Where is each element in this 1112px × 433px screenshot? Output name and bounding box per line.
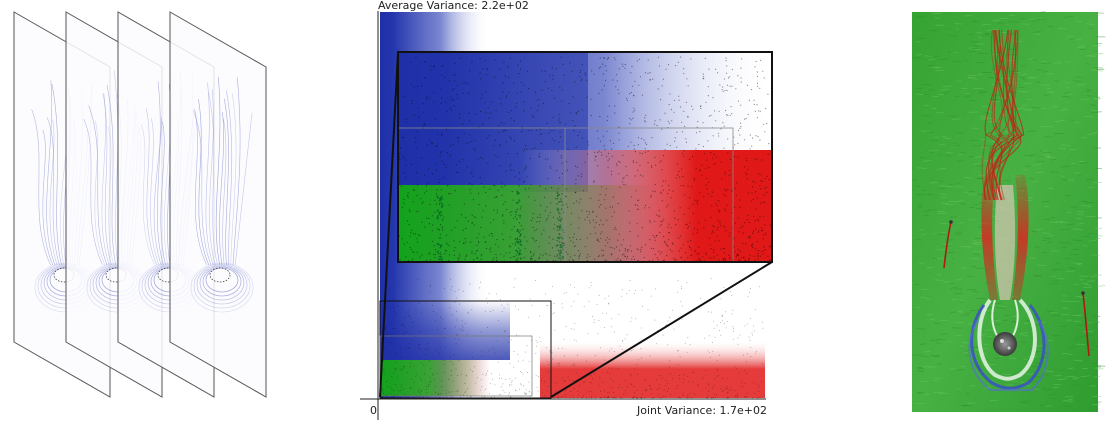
inner-selection-box bbox=[379, 335, 533, 397]
sphere-obstacle bbox=[993, 332, 1017, 356]
particle-trace-right bbox=[1082, 292, 1090, 357]
slice-stack bbox=[13, 11, 267, 398]
variance-scatter-plot: Average Variance: 2.2e+02 Joint Variance… bbox=[360, 0, 773, 420]
flow-field-visualization bbox=[912, 11, 1106, 412]
green-region bbox=[380, 360, 490, 396]
slice-4 bbox=[169, 11, 267, 398]
origin-label: 0 bbox=[370, 404, 377, 417]
particle-trace-left bbox=[943, 221, 952, 269]
zoom-inset bbox=[398, 52, 772, 262]
zoom-line-right bbox=[550, 261, 773, 398]
zoom-inset-frame bbox=[397, 51, 773, 263]
x-axis-label: Joint Variance: 1.7e+02 bbox=[636, 404, 767, 417]
y-axis-label: Average Variance: 2.2e+02 bbox=[378, 0, 529, 12]
zoom-line-left bbox=[379, 51, 399, 398]
red-region bbox=[540, 340, 765, 398]
